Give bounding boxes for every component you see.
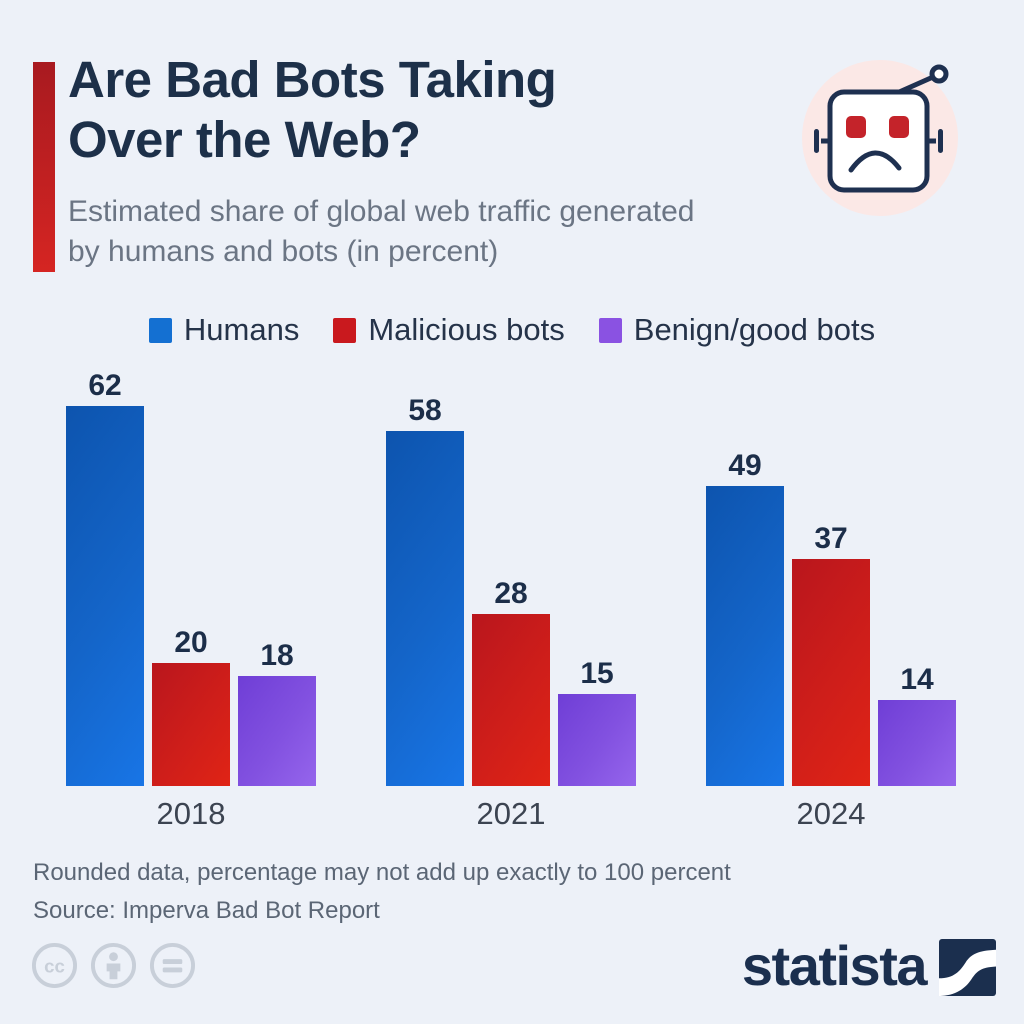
sad-robot-icon [800,58,960,218]
page-title-line1: Are Bad Bots Taking [68,51,557,108]
legend: Humans Malicious bots Benign/good bots [0,312,1024,348]
bar-col: 49 [706,449,784,786]
title-accent-bar [33,62,55,272]
year-label: 2024 [796,796,866,831]
legend-label: Humans [183,312,300,347]
year-label: 2018 [156,796,226,831]
legend-label: Malicious bots [368,312,565,347]
svg-text:cc: cc [44,955,65,976]
bar-value-label: 37 [814,522,848,555]
bar-value-label: 18 [260,639,294,672]
chart: 62 20 18 2018 58 28 15 2021 49 37 14 2024 [66,369,956,832]
legend-swatch-icon [148,317,172,343]
bar-col: 62 [66,369,144,786]
bar-value-label: 28 [494,577,528,610]
page-subtitle-line1: Estimated share of global web traffic ge… [68,195,695,228]
bar-col: 18 [238,639,316,786]
bar-benign-good-bots [558,694,636,786]
legend-swatch-icon [333,317,357,343]
bars: 49 37 14 [706,369,956,786]
bars: 58 28 15 [386,369,636,786]
legend-item-2: Benign/good bots [598,312,876,348]
bar-malicious-bots [792,559,870,786]
legend-item-0: Humans [148,312,300,348]
source-text: Source: Imperva Bad Bot Report [33,897,380,924]
statista-wave-icon [939,939,996,996]
statista-logo[interactable]: statista [742,936,996,996]
bars: 62 20 18 [66,369,316,786]
footnote-text: Rounded data, percentage may not add up … [33,859,731,886]
bar-col: 20 [152,626,230,786]
footnote-block: Rounded data, percentage may not add up … [33,854,731,930]
legend-label: Benign/good bots [633,312,876,347]
bar-humans [66,406,144,786]
license-icons[interactable]: cc [31,942,196,989]
bar-col: 37 [792,522,870,786]
equals-nd-icon[interactable] [149,942,196,989]
bar-benign-good-bots [878,700,956,786]
bar-malicious-bots [152,663,230,786]
bar-value-label: 49 [728,449,762,482]
bar-col: 14 [878,663,956,786]
bar-group-2021: 58 28 15 2021 [386,369,636,832]
bar-col: 58 [386,394,464,786]
bar-col: 28 [472,577,550,786]
page-title: Are Bad Bots Taking Over the Web? [68,50,557,170]
bar-benign-good-bots [238,676,316,786]
page-subtitle-line2: by humans and bots (in percent) [68,235,499,268]
year-label: 2021 [476,796,546,831]
bar-value-label: 15 [580,657,614,690]
legend-swatch-icon [598,317,622,343]
statista-wordmark: statista [741,934,928,997]
bar-value-label: 20 [174,626,208,659]
bar-malicious-bots [472,614,550,786]
bar-group-2018: 62 20 18 2018 [66,369,316,832]
page-title-line2: Over the Web? [68,111,421,168]
bar-group-2024: 49 37 14 2024 [706,369,956,832]
bar-humans [386,431,464,786]
legend-item-1: Malicious bots [333,312,565,348]
bar-value-label: 14 [900,663,934,696]
bar-value-label: 58 [408,394,442,427]
bar-value-label: 62 [88,369,122,402]
bar-col: 15 [558,657,636,786]
page-subtitle: Estimated share of global web traffic ge… [68,192,694,272]
cc-icon[interactable]: cc [31,942,78,989]
attribution-person-icon[interactable] [90,942,137,989]
bar-humans [706,486,784,786]
